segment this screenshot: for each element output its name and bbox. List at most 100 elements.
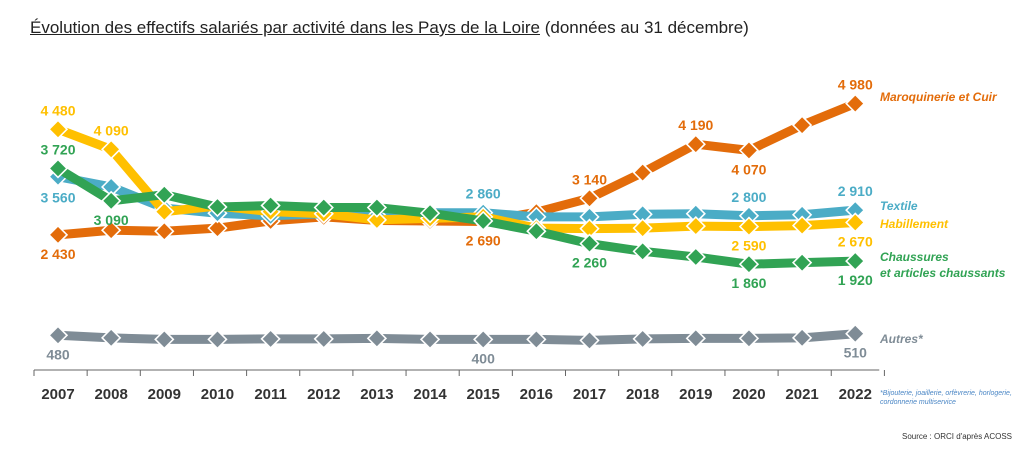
x-tick-label: 2022 [839, 386, 872, 403]
data-point-marker [632, 241, 653, 262]
legend-label: Maroquinerie et Cuir [880, 90, 998, 104]
data-label: 3 090 [94, 212, 129, 228]
data-point-marker [632, 328, 653, 350]
x-tick-label: 2012 [307, 386, 340, 403]
data-label: 4 190 [678, 117, 713, 133]
legend: Maroquinerie et Cuir Textile Habillement Ch… [879, 90, 1006, 346]
data-label: 3 560 [40, 190, 75, 206]
data-point-marker [154, 201, 175, 222]
data-point-marker [738, 254, 760, 275]
x-tick-label: 2009 [148, 386, 181, 403]
data-label: 1 860 [731, 275, 766, 291]
data-point-marker [791, 115, 813, 136]
data-point-marker [101, 220, 122, 241]
data-point-marker [738, 216, 760, 237]
data-point-marker [419, 329, 441, 350]
data-point-marker [845, 250, 866, 272]
data-label: 2 860 [466, 186, 501, 202]
data-point-marker [207, 196, 228, 218]
data-label: 2 670 [838, 233, 873, 249]
data-point-marker [473, 329, 494, 350]
x-tick-label: 2021 [785, 386, 818, 403]
data-point-marker [313, 197, 334, 218]
data-point-marker [738, 328, 760, 349]
x-axis: 2007 2008 2009 2010 2011 2012 2013 2014 2015 2016… [33, 369, 885, 403]
legend-label: et articles chaussants [880, 266, 1006, 280]
x-tick-label: 2013 [360, 386, 393, 403]
data-point-marker [366, 209, 388, 231]
data-point-marker [366, 197, 388, 218]
footnote: *Bijouterie, joaillerie, orfèvrerie, hor… [880, 390, 1012, 406]
data-point-marker [738, 140, 760, 161]
data-point-marker [154, 329, 175, 350]
legend-label: Chaussures [880, 250, 949, 264]
data-point-marker [260, 195, 281, 216]
data-point-marker [685, 215, 706, 237]
data-point-marker [685, 134, 706, 155]
data-point-marker [685, 246, 706, 268]
data-point-marker [845, 323, 866, 344]
x-tick-label: 2017 [573, 386, 606, 403]
data-label: 3 140 [572, 171, 607, 187]
title-subtitle: (données au 31 décembre) [544, 18, 749, 37]
data-point-marker [47, 158, 69, 179]
data-label: 3 720 [40, 141, 75, 157]
data-point-marker [47, 325, 69, 346]
legend-label: Textile [880, 199, 918, 213]
data-point-marker [791, 327, 813, 348]
data-point-marker [791, 252, 813, 273]
data-point-marker [101, 139, 122, 160]
data-label: 2 430 [40, 246, 75, 262]
data-point-marker [632, 162, 653, 183]
x-tick-label: 2015 [467, 386, 500, 403]
data-point-marker [47, 119, 69, 140]
x-tick-label: 2019 [679, 386, 712, 403]
x-tick-label: 2011 [254, 386, 287, 403]
data-point-marker [579, 330, 600, 351]
x-tick-label: 2016 [520, 386, 553, 403]
data-label: 2 260 [572, 255, 607, 271]
data-point-marker [260, 328, 281, 350]
x-tick-label: 2007 [41, 386, 74, 403]
x-tick-label: 2008 [94, 386, 127, 403]
data-point-marker [526, 329, 547, 350]
x-tick-label: 2020 [732, 386, 765, 403]
data-point-marker [845, 93, 866, 114]
data-point-marker [366, 328, 388, 349]
legend-label: Autres* [879, 332, 924, 346]
data-point-marker [101, 190, 122, 211]
data-point-marker [154, 184, 175, 205]
series-line [53, 163, 860, 269]
data-point-marker [526, 221, 547, 242]
data-point-marker [207, 218, 228, 239]
data-point-marker [579, 233, 600, 254]
data-labels: 480 400 510 2 430 2 690 3 140 4 190 4 070 4 980 3… [40, 77, 872, 367]
data-label: 480 [46, 346, 70, 362]
data-label: 2 800 [731, 189, 766, 205]
chart-title: Évolution des effectifs salariés par act… [30, 18, 749, 38]
data-point-marker [791, 215, 813, 236]
legend-label: Habillement [880, 217, 949, 231]
data-label: 4 090 [94, 122, 129, 138]
data-label: 2 910 [838, 183, 873, 199]
source-note: Source : ORCI d'après ACOSS [901, 432, 1012, 441]
data-point-marker [313, 328, 334, 350]
series-line [53, 329, 860, 345]
data-point-marker [845, 212, 866, 233]
x-tick-label: 2010 [201, 386, 234, 403]
data-label: 400 [472, 350, 496, 366]
data-label: 4 480 [40, 102, 75, 118]
data-point-marker [47, 224, 69, 245]
data-point-marker [419, 203, 441, 224]
x-tick-label: 2018 [626, 386, 659, 403]
data-point-marker [101, 327, 122, 348]
data-point-marker [685, 328, 706, 349]
title-main: Évolution des effectifs salariés par act… [30, 18, 540, 37]
data-label: 4 070 [731, 161, 766, 177]
series-layer [47, 93, 866, 351]
data-label: 2 690 [466, 232, 501, 248]
data-label: 2 590 [731, 238, 766, 254]
data-point-marker [207, 329, 228, 350]
x-tick-label: 2014 [413, 386, 447, 403]
